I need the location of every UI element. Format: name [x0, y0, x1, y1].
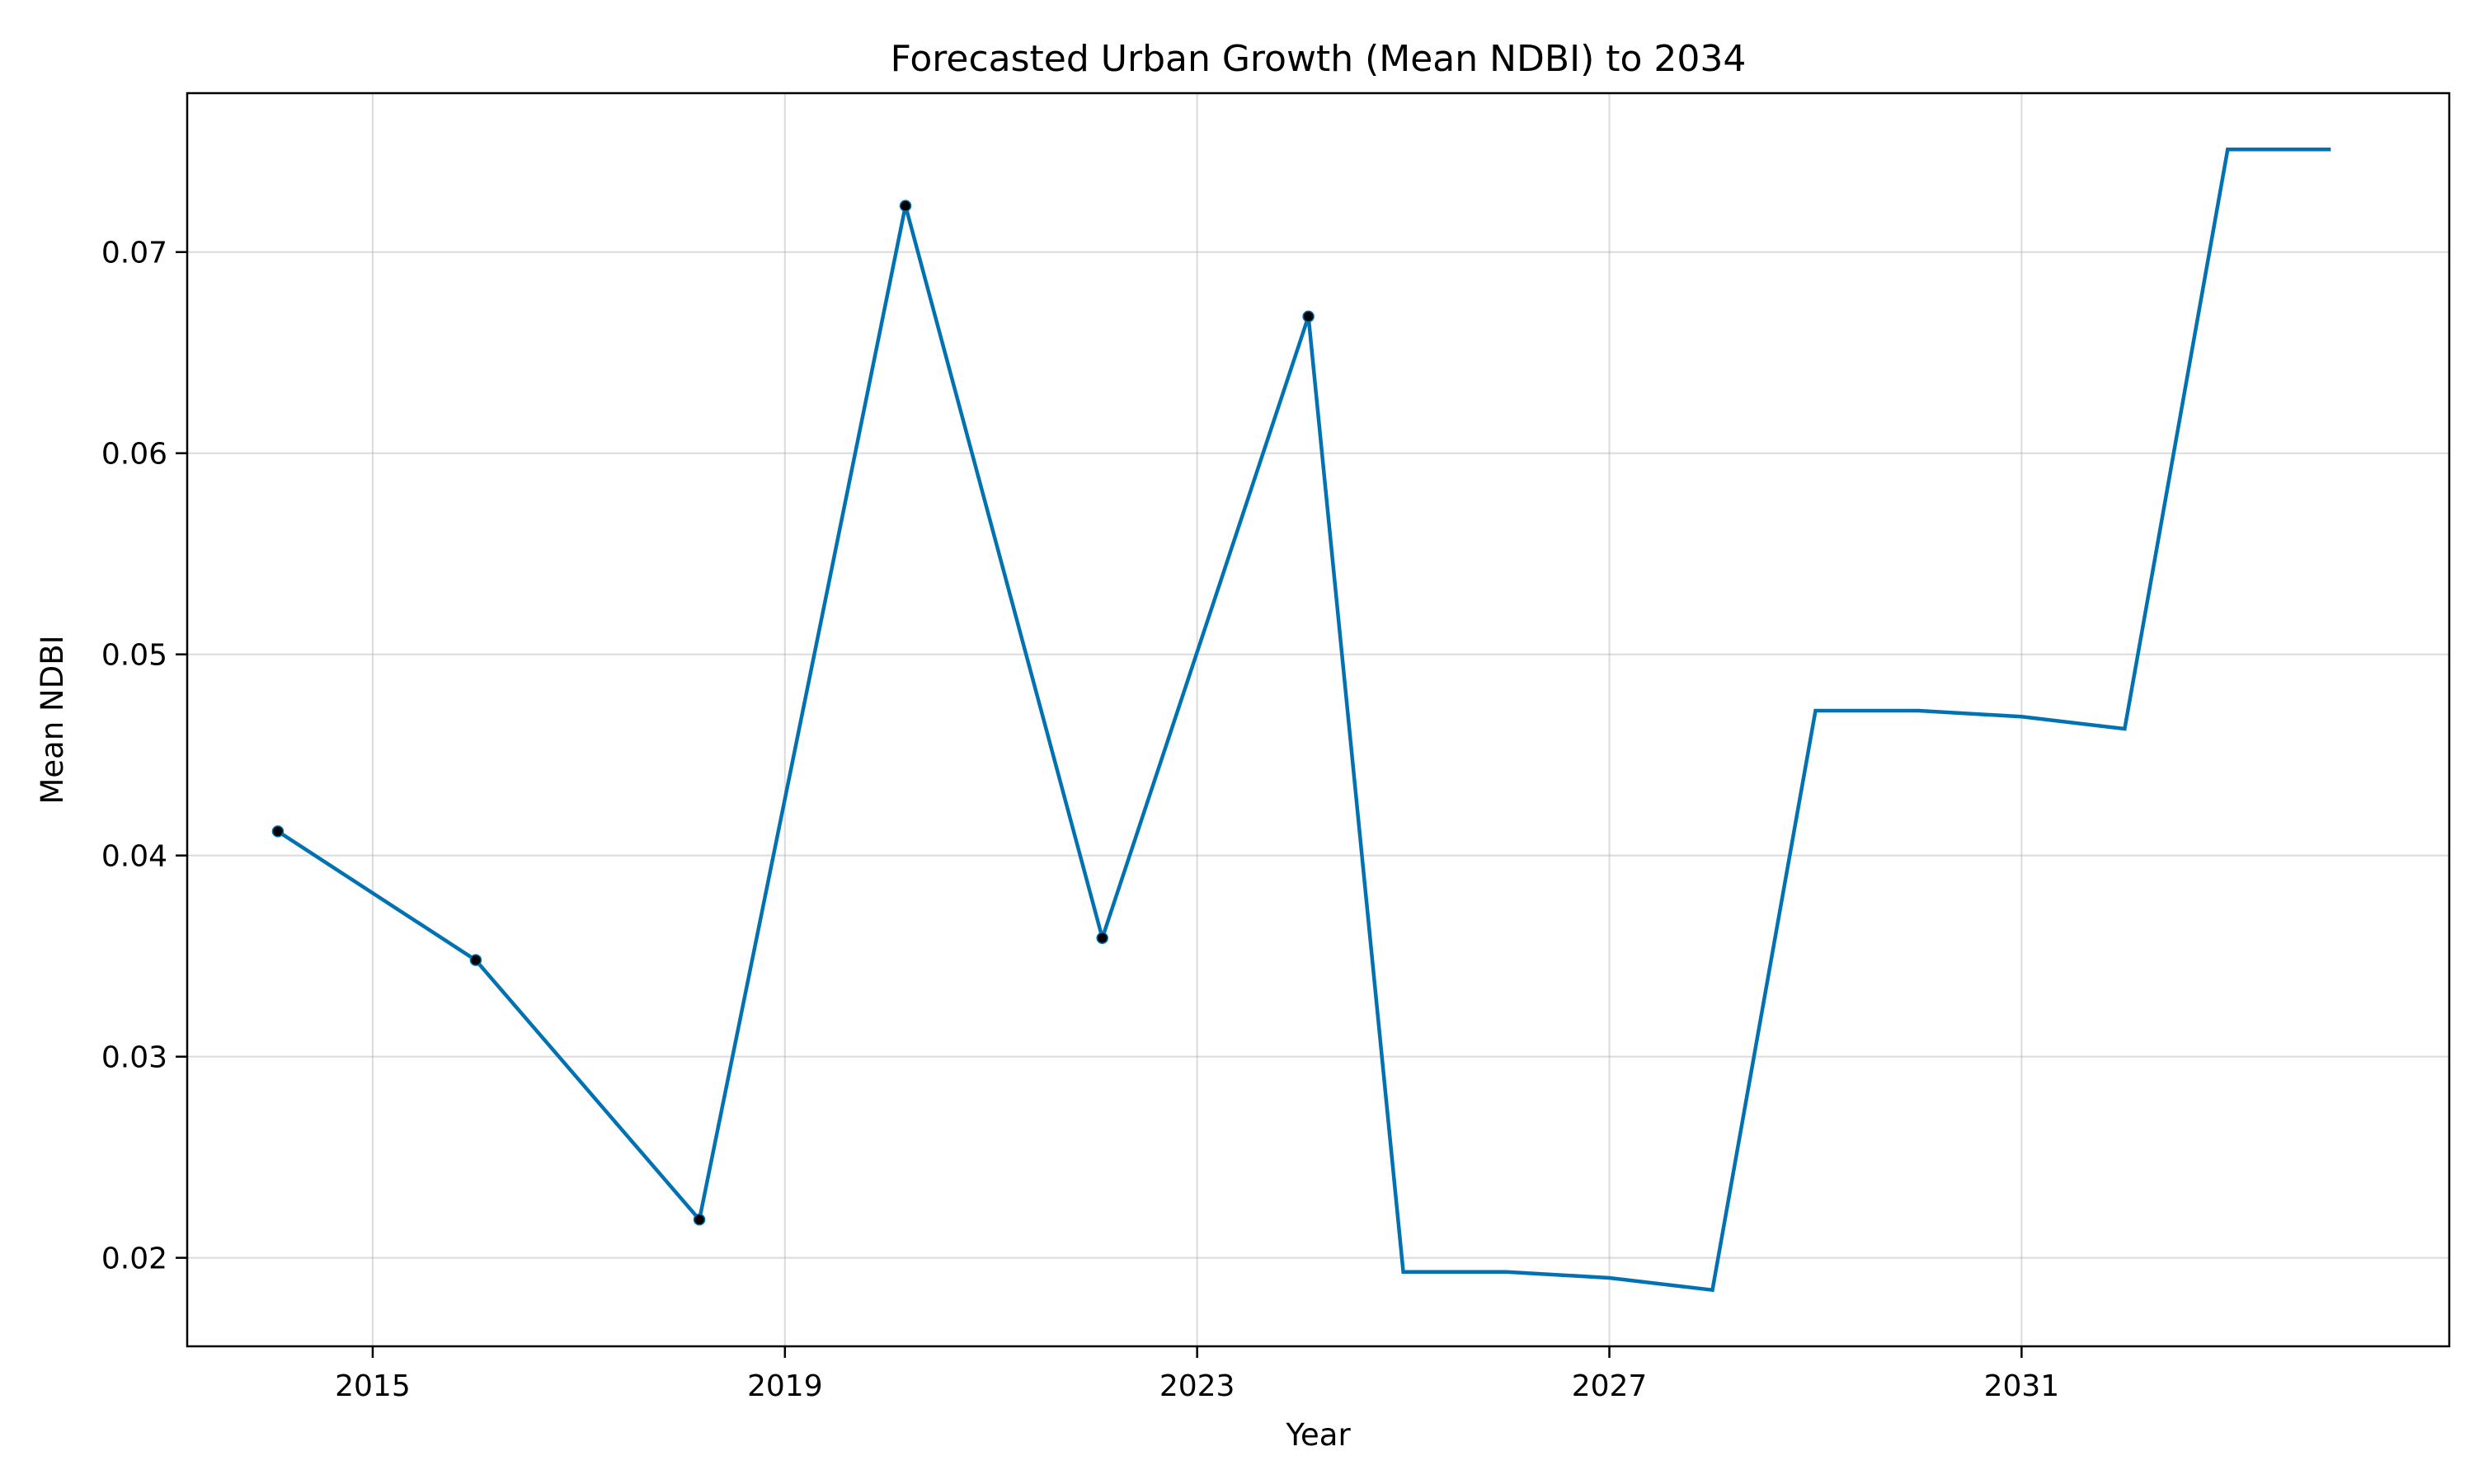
- data-point: [1302, 310, 1315, 323]
- chart-title: Forecasted Urban Growth (Mean NDBI) to 2…: [891, 38, 1747, 80]
- grid-layer: [187, 93, 2449, 1346]
- y-tick-label: 0.02: [101, 1242, 167, 1276]
- y-tick-label: 0.07: [101, 237, 167, 270]
- x-tick-label: 2019: [747, 1369, 823, 1403]
- tick-layer: 2015 2019 2023 2027 2031 0.02 0.03 0.04 0.05 0.06…: [101, 237, 2059, 1403]
- x-tick-label: 2023: [1159, 1369, 1235, 1403]
- data-point: [693, 1214, 706, 1226]
- plot-frame: [186, 92, 2451, 1348]
- x-tick-label: 2015: [335, 1369, 411, 1403]
- y-tick-label: 0.03: [101, 1041, 167, 1075]
- points-layer: [271, 200, 1315, 1226]
- x-axis-label: Year: [1285, 1417, 1351, 1453]
- series-layer: [276, 148, 2331, 1293]
- data-point: [469, 954, 482, 966]
- data-point: [899, 200, 912, 212]
- y-tick-label: 0.04: [101, 840, 167, 874]
- x-tick-label: 2027: [1572, 1369, 1648, 1403]
- data-point: [1096, 932, 1108, 944]
- y-tick-label: 0.05: [101, 639, 167, 673]
- data-point: [271, 825, 285, 838]
- y-axis-label: Mean NDBI: [35, 635, 70, 804]
- series-line: [276, 148, 2331, 1293]
- y-tick-label: 0.06: [101, 438, 167, 472]
- x-tick-label: 2031: [1984, 1369, 2060, 1403]
